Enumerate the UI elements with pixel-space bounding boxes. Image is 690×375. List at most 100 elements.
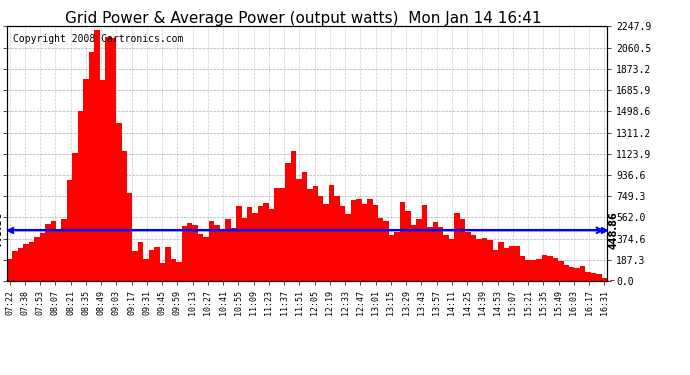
Bar: [99, 80, 105, 281]
Bar: [455, 213, 460, 281]
Bar: [329, 185, 335, 281]
Bar: [302, 172, 307, 281]
Bar: [339, 206, 345, 281]
Bar: [427, 227, 433, 281]
Bar: [95, 30, 99, 281]
Bar: [547, 256, 553, 281]
Bar: [72, 153, 78, 281]
Bar: [509, 246, 515, 281]
Bar: [351, 200, 356, 281]
Bar: [504, 248, 509, 281]
Bar: [78, 111, 83, 281]
Bar: [525, 260, 531, 281]
Bar: [389, 235, 395, 281]
Bar: [596, 273, 602, 281]
Bar: [241, 218, 247, 281]
Bar: [279, 188, 285, 281]
Bar: [515, 246, 520, 281]
Bar: [493, 250, 498, 281]
Bar: [373, 206, 378, 281]
Bar: [144, 259, 149, 281]
Text: 448.86: 448.86: [0, 211, 4, 249]
Bar: [553, 258, 558, 281]
Bar: [181, 226, 187, 281]
Bar: [558, 261, 564, 281]
Bar: [61, 219, 67, 281]
Bar: [225, 219, 230, 281]
Bar: [482, 237, 487, 281]
Bar: [564, 264, 569, 281]
Bar: [569, 267, 575, 281]
Bar: [405, 211, 411, 281]
Bar: [602, 278, 607, 281]
Bar: [395, 232, 400, 281]
Bar: [165, 247, 170, 281]
Bar: [356, 200, 362, 281]
Bar: [416, 219, 422, 281]
Bar: [18, 248, 23, 281]
Bar: [258, 206, 264, 281]
Bar: [67, 180, 72, 281]
Bar: [56, 230, 61, 281]
Bar: [438, 227, 444, 281]
Bar: [7, 259, 12, 281]
Bar: [367, 199, 373, 281]
Bar: [471, 235, 476, 281]
Bar: [290, 151, 296, 281]
Text: 448.86: 448.86: [609, 211, 618, 249]
Bar: [132, 251, 138, 281]
Bar: [465, 232, 471, 281]
Bar: [296, 179, 302, 281]
Bar: [585, 272, 591, 281]
Bar: [411, 225, 416, 281]
Bar: [460, 219, 465, 281]
Bar: [198, 234, 204, 281]
Bar: [384, 221, 389, 281]
Bar: [400, 202, 405, 281]
Bar: [591, 273, 596, 281]
Bar: [219, 230, 225, 281]
Bar: [105, 37, 110, 281]
Bar: [444, 236, 449, 281]
Bar: [50, 221, 56, 281]
Bar: [531, 260, 536, 281]
Bar: [345, 214, 351, 281]
Bar: [476, 239, 482, 281]
Bar: [110, 38, 116, 281]
Bar: [378, 218, 384, 281]
Bar: [275, 188, 279, 281]
Bar: [307, 189, 313, 281]
Bar: [12, 251, 18, 281]
Bar: [520, 256, 525, 281]
Bar: [39, 233, 45, 281]
Bar: [89, 53, 95, 281]
Bar: [264, 203, 269, 281]
Bar: [247, 207, 253, 281]
Bar: [149, 250, 155, 281]
Bar: [498, 242, 504, 281]
Bar: [23, 244, 29, 281]
Bar: [313, 186, 318, 281]
Bar: [487, 240, 493, 281]
Bar: [335, 196, 339, 281]
Bar: [324, 204, 329, 281]
Bar: [155, 248, 159, 281]
Text: Grid Power & Average Power (output watts)  Mon Jan 14 16:41: Grid Power & Average Power (output watts…: [66, 11, 542, 26]
Bar: [204, 237, 209, 281]
Bar: [83, 80, 89, 281]
Bar: [159, 263, 165, 281]
Bar: [575, 268, 580, 281]
Bar: [121, 151, 127, 281]
Bar: [45, 224, 50, 281]
Bar: [215, 225, 219, 281]
Bar: [253, 213, 258, 281]
Bar: [285, 163, 290, 281]
Bar: [170, 260, 176, 281]
Bar: [542, 255, 547, 281]
Bar: [29, 242, 34, 281]
Bar: [236, 206, 241, 281]
Bar: [176, 262, 181, 281]
Bar: [580, 266, 585, 281]
Bar: [209, 221, 215, 281]
Bar: [138, 242, 144, 281]
